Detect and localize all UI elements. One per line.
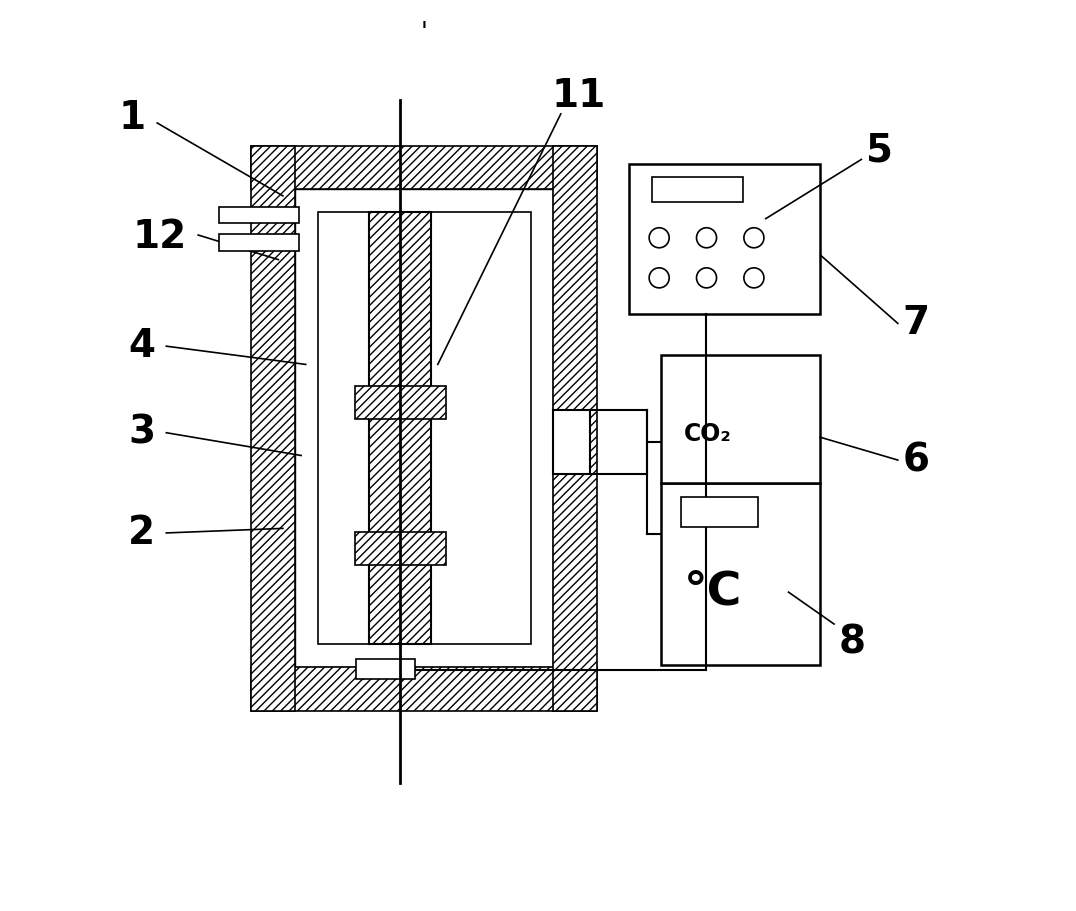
Bar [356, 659, 415, 679]
Text: 8: 8 [839, 623, 866, 661]
Text: 3: 3 [128, 414, 155, 452]
Text: 6: 6 [903, 441, 930, 479]
Bar [355, 386, 445, 419]
Bar [661, 483, 820, 665]
Bar [652, 177, 742, 202]
Bar [629, 164, 820, 314]
Bar [553, 146, 597, 711]
Text: 4: 4 [128, 327, 155, 365]
Text: 7: 7 [903, 304, 930, 343]
Text: CO₂: CO₂ [683, 423, 732, 446]
Text: 5: 5 [866, 131, 893, 169]
Bar [355, 532, 445, 565]
Bar [295, 189, 553, 667]
Text: 2: 2 [128, 514, 155, 552]
Bar [251, 146, 597, 189]
Text: ': ' [421, 20, 427, 44]
Bar [553, 410, 590, 474]
Text: 12: 12 [132, 218, 187, 256]
Text: 11: 11 [552, 77, 606, 115]
Bar [251, 667, 597, 711]
Bar [369, 212, 431, 644]
Bar [661, 355, 820, 483]
Bar [317, 212, 530, 644]
Bar [220, 234, 299, 251]
Bar [220, 207, 299, 223]
Bar [681, 497, 759, 527]
Text: °C: °C [683, 570, 742, 615]
Text: 1: 1 [119, 99, 146, 138]
Bar [251, 146, 295, 711]
